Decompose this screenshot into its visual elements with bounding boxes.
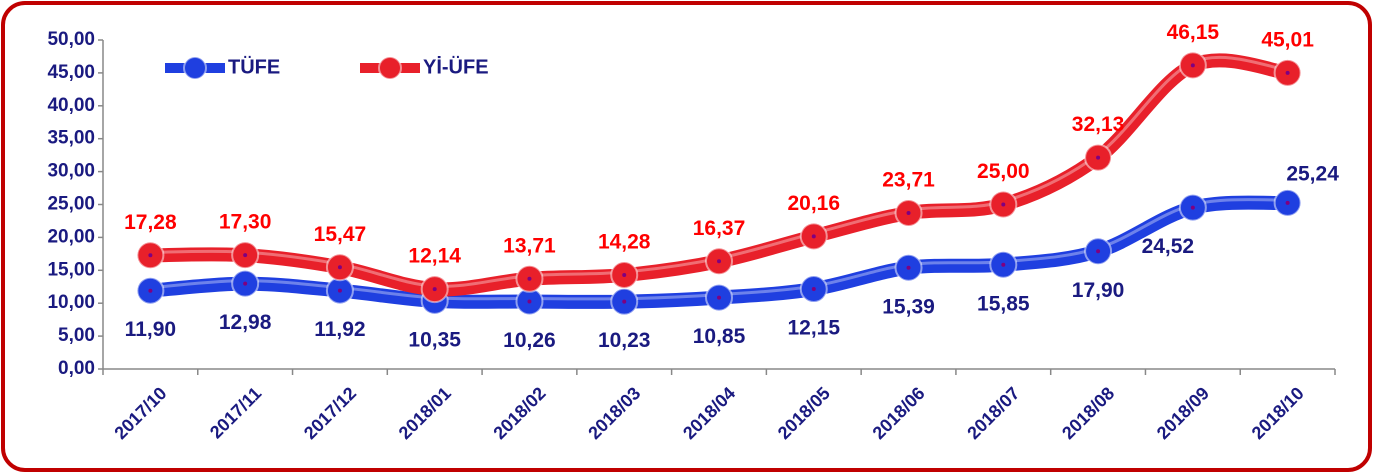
value-label: 25,00 bbox=[977, 160, 1030, 183]
y-tick-label: 5,00 bbox=[58, 325, 95, 346]
marker-dot bbox=[337, 288, 342, 293]
value-label: 12,15 bbox=[787, 317, 840, 340]
value-label: 11,90 bbox=[125, 318, 176, 341]
value-label: 15,47 bbox=[314, 223, 367, 246]
value-label: 12,98 bbox=[219, 311, 272, 334]
marker-dot bbox=[1190, 205, 1195, 210]
value-label: 12,14 bbox=[408, 245, 461, 268]
value-label: 20,16 bbox=[787, 192, 840, 215]
marker-dot bbox=[906, 210, 911, 215]
marker-dot bbox=[622, 273, 627, 278]
marker-dot bbox=[1190, 63, 1195, 68]
marker-dot bbox=[1285, 200, 1290, 205]
value-label: 15,39 bbox=[882, 295, 935, 318]
value-label: 11,92 bbox=[314, 318, 365, 341]
marker-dot bbox=[906, 265, 911, 270]
legend-marker bbox=[378, 56, 402, 80]
marker-dot bbox=[1001, 202, 1006, 207]
marker-dot bbox=[811, 287, 816, 292]
value-label: 10,23 bbox=[598, 329, 651, 352]
legend-marker bbox=[183, 56, 207, 80]
value-label: 10,85 bbox=[693, 325, 746, 348]
marker-dot bbox=[811, 234, 816, 239]
value-label: 10,26 bbox=[503, 329, 556, 352]
value-label: 17,90 bbox=[1072, 279, 1125, 302]
value-label: 23,71 bbox=[882, 169, 935, 192]
marker-dot bbox=[622, 299, 627, 304]
legend-label: TÜFE bbox=[228, 55, 280, 78]
y-tick-label: 25,00 bbox=[47, 194, 95, 215]
marker-dot bbox=[148, 288, 153, 293]
marker-dot bbox=[717, 259, 721, 264]
y-tick-label: 15,00 bbox=[47, 259, 95, 280]
marker-dot bbox=[1096, 249, 1101, 254]
marker-dot bbox=[243, 281, 248, 286]
marker-dot bbox=[1285, 70, 1290, 75]
value-label: 17,28 bbox=[124, 211, 177, 234]
marker-dot bbox=[1001, 262, 1006, 267]
marker-dot bbox=[337, 265, 342, 270]
value-label: 14,28 bbox=[598, 231, 651, 254]
value-label: 25,24 bbox=[1286, 162, 1339, 185]
y-tick-label: 40,00 bbox=[47, 95, 95, 116]
y-tick-label: 45,00 bbox=[47, 62, 95, 83]
marker-dot bbox=[1096, 155, 1101, 160]
y-tick-label: 35,00 bbox=[47, 128, 95, 149]
y-tick-label: 10,00 bbox=[47, 292, 95, 313]
value-label: 45,01 bbox=[1261, 28, 1314, 51]
value-label: 13,71 bbox=[503, 234, 556, 257]
legend-label: Yİ-ÜFE bbox=[423, 55, 489, 78]
marker-dot bbox=[243, 253, 248, 258]
value-label: 16,37 bbox=[693, 217, 746, 240]
marker-dot bbox=[432, 287, 437, 292]
marker-dot bbox=[527, 299, 532, 304]
marker-dot bbox=[148, 253, 153, 258]
marker-dot bbox=[717, 295, 721, 300]
y-tick-label: 20,00 bbox=[47, 226, 95, 247]
y-tick-label: 0,00 bbox=[58, 358, 95, 379]
y-tick-label: 30,00 bbox=[47, 161, 95, 182]
value-label: 10,35 bbox=[408, 328, 461, 351]
value-label: 24,52 bbox=[1142, 235, 1195, 258]
value-label: 17,30 bbox=[219, 211, 272, 234]
value-label: 15,85 bbox=[977, 292, 1030, 315]
marker-dot bbox=[527, 276, 532, 281]
y-tick-label: 50,00 bbox=[47, 29, 95, 50]
value-label: 32,13 bbox=[1072, 113, 1125, 136]
value-label: 46,15 bbox=[1167, 21, 1220, 44]
